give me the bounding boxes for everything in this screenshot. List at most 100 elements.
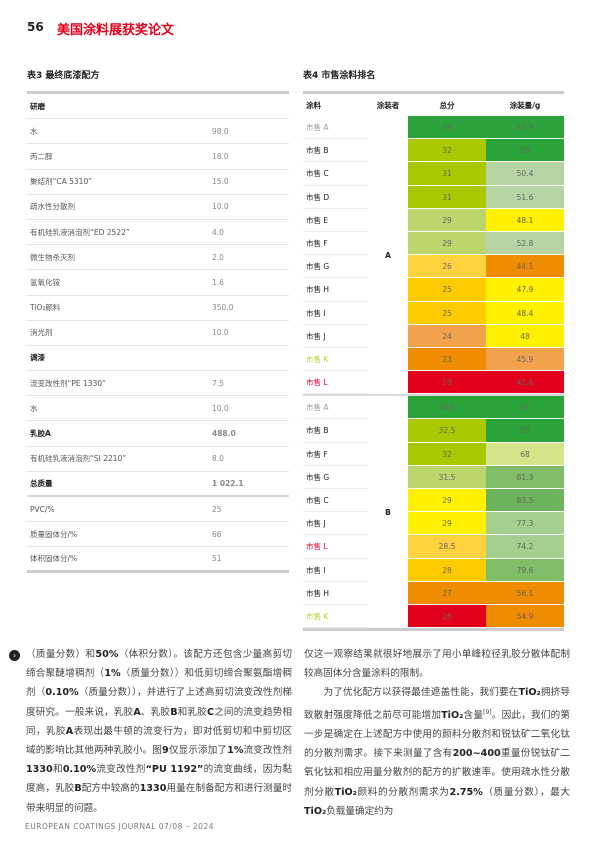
total-score-cell: 26 [408, 255, 486, 278]
row-value: 98.0 [212, 126, 229, 136]
paint-name: 市售 F [303, 443, 368, 466]
table-row: 19 42.6 [408, 371, 564, 395]
row-label: 调漆 [30, 353, 45, 363]
section-title: 美国涂料展获奖论文 [57, 23, 175, 38]
text-run: （质量分数），最大 [482, 786, 571, 798]
table4-header: 涂料 涂装者 总分 涂装量/g [303, 94, 564, 116]
paint-amount-cell: 51.6 [486, 185, 564, 208]
table-row: 31.5 81.3 [408, 465, 564, 489]
text-run: 流变改性剂 [96, 764, 146, 776]
row-value: 1.6 [212, 277, 224, 287]
text-run: 仅显示添加了 [168, 745, 228, 757]
row-value: 51 [212, 553, 222, 563]
text-run: 。因此，我们的第一步是确定在上述配方中使用的颜料分散剂和锐钛矿二氧化钛的分散剂需… [304, 709, 571, 760]
total-score-cell: 19 [408, 371, 486, 394]
text-run: （质量分数）和 [26, 649, 96, 660]
text-run: 之间的流变趋势相同，乳胶 [26, 706, 293, 737]
row-label: TiO₂颜料 [30, 303, 61, 313]
row-value: 8.0 [212, 454, 224, 464]
total-score-cell: 23 [408, 347, 486, 371]
paint-amount-cell: 44.1 [486, 255, 564, 278]
bold-text: 2.75% [449, 786, 483, 798]
text-run: 和 [52, 764, 63, 776]
table-row: 24 48 [408, 324, 564, 348]
table-row: 乳胶A 488.0 [27, 421, 289, 447]
row-label: 疏水性分散剂 [30, 202, 75, 212]
bold-text: 9 [162, 745, 169, 757]
paint-amount-cell: 54.9 [486, 604, 564, 628]
text-run: 拥挤导致散射强度降低之前尽可能增加 [304, 687, 571, 721]
paint-amount-cell: 48.1 [486, 208, 564, 231]
table-row: 31 50.4 [408, 162, 564, 186]
bold-text: TiO₂ [304, 805, 327, 817]
bold-text: 0.10% [45, 687, 79, 699]
row-value: 2.0 [212, 252, 224, 262]
total-score-cell: 32 [408, 442, 486, 465]
coater-label: A [385, 250, 391, 260]
bold-text: 1330 [26, 764, 53, 776]
footer-journal: EUROPEAN COATINGS JOURNAL 07/08 – 2024 [25, 822, 214, 831]
bold-text: B [74, 783, 82, 795]
total-score-cell: 32 [408, 139, 486, 162]
row-value: 10.0 [212, 202, 229, 212]
table-row: 25 48.4 [408, 301, 564, 325]
table-row: 流变改性剂“PE 1330” 7.5 [27, 371, 289, 397]
row-label: 有机硅乳液消泡剂“ED 2522” [30, 227, 130, 237]
bold-text: B [170, 706, 178, 718]
citation: [9] [483, 708, 492, 716]
row-label: 体积固体分/% [30, 553, 78, 563]
paint-amount-cell: 48.4 [486, 301, 564, 324]
coater-group: 市售 A 市售 B 市售 F 市售 G 市售 C 市售 J 市售 L 市售 I 市售 H 市售 K… [303, 394, 564, 632]
table-row: 26 44.1 [408, 255, 564, 279]
table-row: 调漆 [27, 346, 289, 372]
row-label: PVC/% [30, 504, 55, 514]
header-amount: 涂装量/g [509, 100, 541, 110]
text-run: 含量 [463, 709, 484, 721]
row-value: 15.0 [212, 177, 229, 187]
bold-text: TiO₂ [441, 709, 464, 721]
score-cells: 35 57.9 32 58 31 50.4 31 51.6 29 48.1 29 52.8 26 44.1… [408, 116, 564, 395]
table3-formulation: 研磨水 98.0 丙二醇 18.0 聚结剂“CA 5310” 15.0 疏水性分散剂 10.0… [27, 91, 289, 573]
row-label: 聚结剂“CA 5310” [30, 177, 93, 187]
table-row: 32 68 [408, 442, 564, 466]
row-value: 350.0 [212, 303, 234, 313]
row-label: 乳胶A [30, 429, 51, 439]
table-row: 23 45.9 [408, 347, 564, 372]
paint-name: 市售 K [303, 605, 368, 629]
text-run: （质量分数）），并进行了上述高剪切流变改性剂梯度研究。一般来说，乳胶 [26, 687, 292, 718]
paint-name: 市售 A [303, 116, 368, 140]
table-row: 质量固体分/% 66 [27, 522, 289, 548]
row-label: 水 [30, 126, 38, 136]
text-run: 表现出最牛顿的流变行为，即对低剪切和中剪切区域的影响比其他两种乳胶小。图 [26, 725, 293, 757]
text-run: 、乳胶 [140, 706, 171, 718]
total-score-cell: 31 [408, 185, 486, 208]
score-cells: 35.5 56 32.5 55 32 68 31.5 81.3 29 83.5 29 77.3 28.5… [408, 396, 564, 629]
total-score-cell: 24 [408, 324, 486, 347]
table-row: 水 10.0 [27, 396, 289, 422]
text-run: 配方中较高的 [81, 783, 140, 795]
bold-text: A [65, 725, 74, 737]
paint-names: 市售 A 市售 B 市售 C 市售 D 市售 E 市售 F 市售 G 市售 H 市售 I 市售 J… [303, 116, 368, 395]
table-row: 35 57.9 [408, 116, 564, 140]
paint-name: 市售 C [303, 489, 368, 513]
row-label: 质量固体分/% [30, 529, 78, 539]
table-row: 聚结剂“CA 5310” 15.0 [27, 170, 289, 195]
header-total: 总分 [439, 100, 455, 110]
text-run: 的流变曲线，因为黏度高，乳胶 [26, 764, 293, 795]
paint-amount-cell: 56 [486, 396, 564, 419]
table-row: 疏水性分散剂 10.0 [27, 195, 289, 220]
table-row: 25 47.9 [408, 278, 564, 302]
paint-name: 市售 C [303, 162, 368, 186]
table-row: 29 77.3 [408, 512, 564, 536]
total-score-cell: 35 [408, 116, 486, 139]
coater-label: B [385, 507, 391, 517]
table-row: 有机硅乳液消泡剂“ED 2522” 4.0 [27, 220, 289, 246]
table-row: 有机硅乳液消泡剂“SI 2210” 8.0 [27, 447, 289, 472]
row-label: 有机硅乳液消泡剂“SI 2210” [30, 454, 127, 464]
total-score-cell: 28 [408, 558, 486, 581]
bold-text: 0.10% [62, 764, 97, 776]
body-text-left: （质量分数）和50%（体积分数）。该配方还包含少量高剪切缔合聚醚增稠剂（1%（质… [26, 645, 292, 818]
text-run: 负载量确定约为 [326, 805, 394, 817]
bold-text: 1330 [139, 783, 167, 795]
table4-caption: 表4 市售涂料排名 [303, 71, 376, 81]
